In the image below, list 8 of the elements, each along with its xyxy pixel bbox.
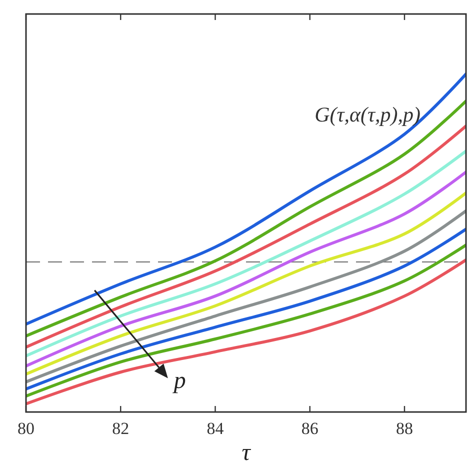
x-tick-label: 88 xyxy=(396,419,413,438)
x-tick-label: 84 xyxy=(206,419,224,438)
annotation: G(τ,α(τ,p),p) xyxy=(314,102,421,126)
x-tick-label: 80 xyxy=(18,419,34,438)
x-tick-label: 82 xyxy=(112,419,130,438)
x-tick-label: 86 xyxy=(301,419,318,438)
x-axis-title: τ xyxy=(242,440,252,466)
annotation: p xyxy=(172,368,186,394)
